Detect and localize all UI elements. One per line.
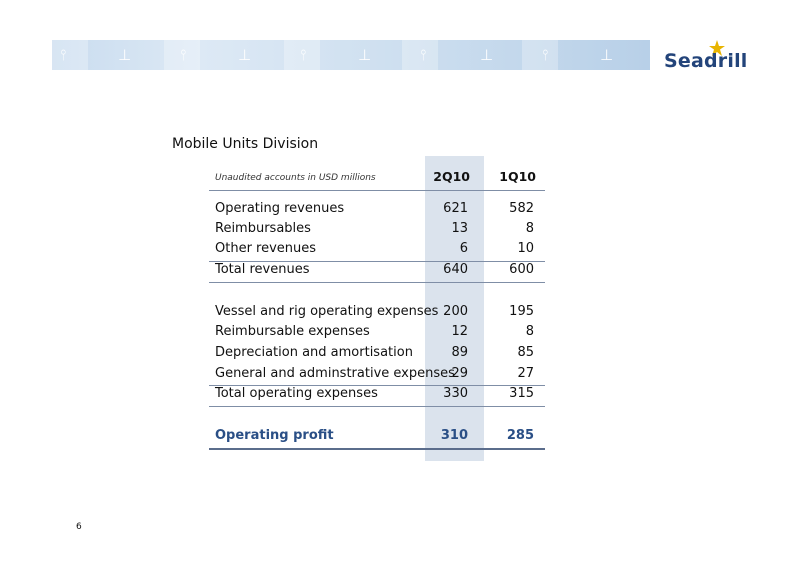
value-1q10: 8: [525, 324, 534, 339]
row-label: Vessel and rig operating expenses: [215, 304, 439, 319]
rig-icon: ⫯: [542, 46, 549, 64]
row-label: Reimbursable expenses: [215, 324, 370, 339]
value-1q10: 582: [509, 201, 534, 216]
table-divider: [209, 406, 545, 407]
value-2q10: 621: [443, 201, 468, 216]
page-title: Mobile Units Division: [172, 136, 319, 152]
banner-tile: [52, 40, 88, 70]
table-caption: Unaudited accounts in USD millions: [215, 173, 376, 183]
table-row: Reimbursables 13 8: [215, 221, 540, 241]
table-row: Vessel and rig operating expenses 200 19…: [215, 304, 540, 324]
value-1q10: 195: [509, 304, 534, 319]
rig-icon: ⊥: [480, 46, 494, 64]
value-2q10: 200: [443, 304, 468, 319]
row-label: Total revenues: [215, 262, 310, 277]
banner-tile: [402, 40, 438, 70]
rig-icon: ⊥: [118, 46, 132, 64]
banner-tile: [284, 40, 320, 70]
value-1q10: 600: [509, 262, 534, 277]
banner-tile: [522, 40, 558, 70]
value-2q10: 13: [451, 221, 468, 236]
rig-icon: ⫯: [60, 46, 67, 64]
row-label: Reimbursables: [215, 221, 311, 236]
value-1q10: 315: [509, 386, 534, 401]
column-header-1q10: 1Q10: [499, 169, 536, 184]
value-1q10: 10: [517, 241, 534, 256]
value-2q10: 29: [451, 366, 468, 381]
row-label: General and adminstrative expenses: [215, 366, 455, 381]
row-label: Operating profit: [215, 428, 334, 443]
banner-tile: [164, 40, 200, 70]
header-banner: ⫯ ⊥ ⫯ ⊥ ⫯ ⊥ ⫯ ⊥ ⫯ ⊥: [52, 40, 650, 70]
current-quarter-highlight: [425, 156, 484, 461]
total-expenses-row: Total operating expenses 330 315: [215, 386, 540, 406]
operating-profit-row: Operating profit 310 285: [215, 428, 540, 448]
value-1q10: 285: [506, 428, 534, 443]
column-header-2q10: 2Q10: [433, 169, 470, 184]
value-2q10: 640: [443, 262, 468, 277]
value-1q10: 8: [525, 221, 534, 236]
rig-icon: ⊥: [600, 46, 614, 64]
value-2q10: 12: [451, 324, 468, 339]
table-row: Depreciation and amortisation 89 85: [215, 345, 540, 365]
row-label: Total operating expenses: [215, 386, 378, 401]
rig-icon: ⫯: [300, 46, 307, 64]
value-1q10: 27: [517, 366, 534, 381]
brand-logo: Seadrill: [664, 50, 748, 72]
row-label: Operating revenues: [215, 201, 345, 216]
star-icon: [709, 40, 725, 56]
row-label: Depreciation and amortisation: [215, 345, 413, 360]
value-2q10: 310: [440, 428, 468, 443]
table-divider: [209, 190, 545, 191]
total-revenues-row: Total revenues 640 600: [215, 262, 540, 282]
table-row: Operating revenues 621 582: [215, 201, 540, 221]
table-bottom-rule: [209, 448, 545, 450]
table-divider: [209, 282, 545, 283]
value-2q10: 6: [459, 241, 468, 256]
page-number: 6: [76, 522, 82, 532]
table-row: Reimbursable expenses 12 8: [215, 324, 540, 344]
table-divider: [209, 261, 545, 262]
table-row: General and adminstrative expenses 29 27: [215, 366, 540, 386]
rig-icon: ⫯: [420, 46, 427, 64]
table-row: Other revenues 6 10: [215, 241, 540, 261]
row-label: Other revenues: [215, 241, 317, 256]
value-2q10: 89: [451, 345, 468, 360]
rig-icon: ⫯: [180, 46, 187, 64]
value-2q10: 330: [443, 386, 468, 401]
value-1q10: 85: [517, 345, 534, 360]
rig-icon: ⊥: [358, 46, 372, 64]
table-divider: [209, 385, 545, 386]
rig-icon: ⊥: [238, 46, 252, 64]
